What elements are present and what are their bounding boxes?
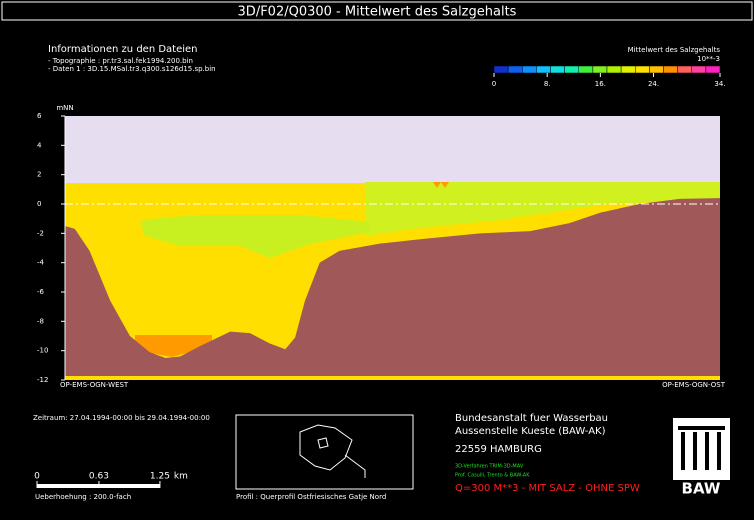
- scale-unit: km: [174, 472, 188, 482]
- info-heading: Informationen zu den Dateien: [48, 44, 198, 55]
- colorbar-segment: [536, 65, 551, 74]
- y-tick-label: 4: [37, 141, 42, 149]
- y-tick-label: 6: [37, 112, 42, 120]
- plot-area: [65, 116, 720, 380]
- colorbar-segment: [507, 65, 523, 74]
- y-tick-label: 0: [37, 200, 41, 208]
- colorbar-segment: [493, 65, 509, 74]
- scale-tick-label: 1.25: [150, 472, 170, 482]
- y-tick-label: 2: [37, 171, 41, 179]
- map-outline: [299, 424, 366, 478]
- institute: 22559 HAMBURG: [455, 444, 542, 455]
- right-label: OP-EMS-OGN-OST: [662, 381, 726, 389]
- credits: Prof. Casulli, Trento & BAW-AK: [455, 473, 530, 479]
- colorbar-segment: [649, 65, 664, 74]
- bed-area: [65, 198, 720, 376]
- profile: Profil : Querprofil Ostfriesisches Gatje…: [236, 493, 386, 501]
- logo-text: BAW: [682, 480, 721, 498]
- chart-title: 3D/F02/Q0300 - Mittelwert des Salzgehalt…: [238, 5, 517, 20]
- colorbar-segment: [578, 65, 594, 74]
- y-tick-label: -12: [37, 376, 48, 384]
- y-label: mNN: [56, 104, 73, 112]
- colorbar-segment: [564, 65, 579, 74]
- salinity-zone: [365, 182, 720, 236]
- colorbar-segment: [705, 65, 721, 74]
- institute: Bundesanstalt fuer Wasserbau: [455, 413, 608, 424]
- info-line: - Topographie : pr.tr3.sal.fek1994.200.b…: [48, 57, 193, 65]
- info-line: - Daten 1 : 3D.15.MSal.tr3.q300.s126d15.…: [48, 65, 216, 73]
- y-tick-label: -6: [37, 288, 45, 296]
- salinity-zone: [140, 215, 370, 258]
- colorbar-segment: [522, 65, 537, 74]
- institute: Aussenstelle Kueste (BAW-AK): [455, 426, 606, 437]
- colorbar-segment: [635, 65, 650, 74]
- colorbar-tick-label: 0: [492, 80, 496, 88]
- colorbar-unit: 10**-3: [697, 55, 720, 63]
- period: Zeitraum: 27.04.1994-00:00 bis 29.04.199…: [33, 414, 210, 422]
- salinity-zone: [433, 182, 449, 188]
- scale-tick-label: 0: [34, 472, 40, 482]
- left-label: OP-EMS-OGN-WEST: [60, 381, 129, 389]
- scale-tick-label: 0.63: [89, 472, 109, 482]
- colorbar-segment: [550, 65, 565, 74]
- y-tick-label: -8: [37, 317, 44, 325]
- air: [65, 116, 720, 184]
- exaggeration: Ueberhoehung : 200.0-fach: [35, 493, 131, 501]
- colorbar-segment: [606, 65, 622, 74]
- y-tick-label: -10: [37, 347, 48, 355]
- y-tick-label: -2: [37, 229, 44, 237]
- y-tick-label: -4: [37, 259, 45, 267]
- logo: BAW: [673, 418, 730, 498]
- title-box: [1, 1, 753, 21]
- colorbar-tick-label: 8.: [544, 80, 551, 88]
- run-label: Q=300 M**3 - MIT SALZ - OHNE SPW: [455, 483, 640, 494]
- colorbar-tick-label: 24.: [648, 80, 659, 88]
- colorbar-tick-label: 34.: [714, 80, 725, 88]
- colorbar-segment: [691, 65, 707, 74]
- logo-band: [673, 480, 730, 497]
- colorbar-tick-label: 16.: [595, 80, 606, 88]
- colorbar-title: Mittelwert des Salzgehalts: [628, 46, 721, 54]
- credits: 3D-Verfahren TRIM-3D-MAV: [455, 464, 524, 470]
- logo-graphic: [678, 426, 725, 470]
- map-box: [235, 414, 414, 490]
- colorbar-segment: [592, 65, 608, 74]
- colorbar-segment: [620, 65, 636, 74]
- colorbar-segment: [663, 65, 678, 74]
- salinity-zone: [135, 335, 212, 357]
- colorbar-segment: [677, 65, 692, 74]
